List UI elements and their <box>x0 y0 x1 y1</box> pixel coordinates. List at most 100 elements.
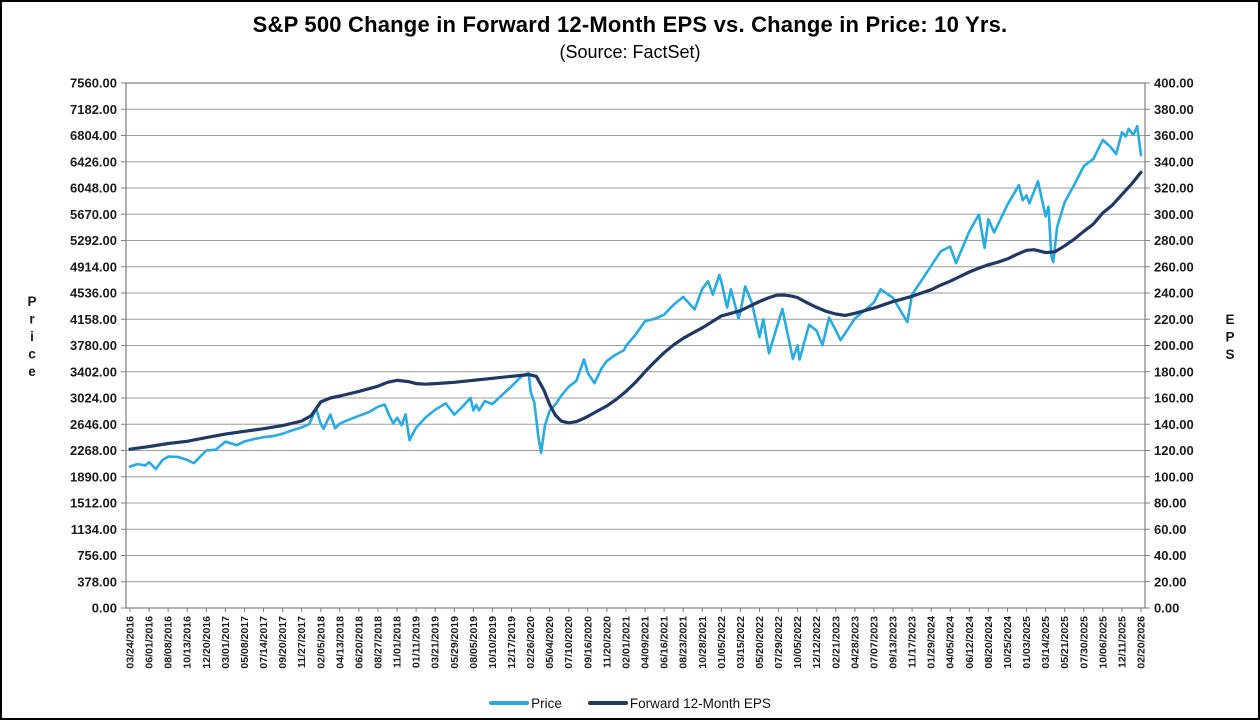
price-series-line <box>128 124 1143 471</box>
x-axis-tick-label: 02/20/2026 <box>1136 616 1148 669</box>
x-axis-tick-label: 07/10/2020 <box>563 616 575 669</box>
left-axis-title-letter: i <box>30 329 34 344</box>
forward-eps-series-line <box>128 170 1143 451</box>
x-axis-tick-label: 08/27/2018 <box>372 616 384 669</box>
x-axis-tick-label: 03/21/2019 <box>430 616 442 669</box>
right-axis-tick-label: 240.00 <box>1154 286 1194 301</box>
plot-border <box>125 82 1146 609</box>
x-axis-tick-label: 10/10/2019 <box>487 616 499 669</box>
left-axis-tick-label: 3402.00 <box>70 364 117 379</box>
chart-legend: Price Forward 12-Month EPS <box>2 693 1258 713</box>
x-axis-tick-label: 03/01/2017 <box>220 616 232 669</box>
left-axis-tick-label: 4536.00 <box>70 286 117 301</box>
x-axis-tick-label: 09/16/2020 <box>582 616 594 669</box>
left-axis-title-letter: r <box>29 312 35 327</box>
page-title: S&P 500 Change in Forward 12-Month EPS v… <box>252 12 1008 37</box>
x-axis-tick-label: 12/12/2022 <box>811 616 823 669</box>
x-axis-tick-label: 05/21/2025 <box>1059 616 1071 669</box>
left-axis-tick-label: 4158.00 <box>70 312 117 327</box>
legend-item-price: Price <box>489 696 562 711</box>
x-axis-tick-label: 10/28/2021 <box>697 616 709 669</box>
x-axis-tick-label: 11/01/2018 <box>392 616 404 668</box>
right-axis-tick-label: 180.00 <box>1154 364 1194 379</box>
left-axis-tick-label: 6804.00 <box>70 128 117 143</box>
left-axis-tick-label: 7560.00 <box>70 76 117 91</box>
right-axis-tick-label: 280.00 <box>1154 233 1194 248</box>
x-axis-tick-label: 05/29/2019 <box>449 616 461 669</box>
x-axis-tick-label: 02/21/2023 <box>830 616 842 669</box>
x-axis-tick-label: 06/01/2016 <box>144 616 156 669</box>
x-axis-tick-label: 11/17/2023 <box>907 616 919 668</box>
x-axis-tick-label: 08/20/2024 <box>983 616 995 669</box>
x-axis-tick-label: 01/11/2019 <box>411 616 423 668</box>
x-axis-tick-label: 07/14/2017 <box>258 616 270 669</box>
right-axis-tick-label: 340.00 <box>1154 154 1194 169</box>
x-axis-tick-label: 07/30/2025 <box>1078 616 1090 669</box>
left-axis-tick-label: 6048.00 <box>70 181 117 196</box>
x-axis-tick-label: 08/23/2021 <box>678 616 690 669</box>
x-axis-tick-label: 01/29/2024 <box>926 616 938 669</box>
x-axis-tick-label: 11/20/2020 <box>601 616 613 668</box>
x-axis-tick-label: 03/14/2025 <box>1040 616 1052 669</box>
x-axis-tick-label: 12/20/2016 <box>201 616 213 669</box>
left-axis-tick-label: 378.00 <box>77 574 117 589</box>
left-axis-title-letter: e <box>28 364 36 379</box>
right-axis-tick-label: 120.00 <box>1154 443 1194 458</box>
right-axis-tick-label: 40.00 <box>1154 548 1187 563</box>
x-axis-tick-label: 07/07/2023 <box>868 616 880 669</box>
left-axis-tick-label: 5670.00 <box>70 207 117 222</box>
right-axis-tick-label: 300.00 <box>1154 207 1194 222</box>
price-line-swatch <box>489 701 530 705</box>
left-axis-tick-label: 1890.00 <box>70 469 117 484</box>
x-axis-tick-label: 04/09/2021 <box>640 616 652 669</box>
x-axis-tick-label: 12/11/2025 <box>1116 616 1128 668</box>
x-axis-tick-label: 03/24/2016 <box>125 616 137 669</box>
left-axis-tick-label: 4914.00 <box>70 259 117 274</box>
x-axis-tick-label: 06/12/2024 <box>964 616 976 669</box>
page-subtitle: (Source: FactSet) <box>559 42 701 62</box>
x-axis-tick-label: 05/08/2017 <box>239 616 251 669</box>
x-axis-tick-label: 04/13/2018 <box>334 616 346 669</box>
right-axis-tick-label: 360.00 <box>1154 128 1194 143</box>
right-axis-tick-label: 260.00 <box>1154 259 1194 274</box>
x-axis-tick-label: 04/28/2023 <box>849 616 861 669</box>
legend-price-label: Price <box>531 695 562 711</box>
x-axis-tick-label: 08/05/2019 <box>468 616 480 669</box>
x-axis-tick-label: 10/13/2016 <box>182 616 194 669</box>
left-axis-tick-label: 1134.00 <box>71 522 117 537</box>
x-axis-tick-label: 12/17/2019 <box>506 616 518 669</box>
right-axis-tick-label: 200.00 <box>1154 338 1194 353</box>
left-axis-tick-label: 3780.00 <box>70 338 117 353</box>
left-axis-tick-label: 2268.00 <box>70 443 117 458</box>
right-axis-tick-label: 400.00 <box>1154 76 1194 91</box>
x-axis-tick-label: 05/04/2020 <box>544 616 556 669</box>
right-axis-tick-label: 320.00 <box>1154 181 1194 196</box>
left-axis-tick-label: 7182.00 <box>70 102 117 117</box>
right-axis-tick-label: 100.00 <box>1154 469 1194 484</box>
right-axis-tick-label: 80.00 <box>1154 496 1187 511</box>
left-axis-tick-label: 1512.00 <box>70 496 117 511</box>
left-axis-tick-label: 2646.00 <box>70 417 117 432</box>
x-axis-tick-label: 05/20/2022 <box>754 616 766 669</box>
x-axis-tick-label: 10/05/2022 <box>792 616 804 669</box>
x-axis-tick-label: 08/08/2016 <box>163 616 175 669</box>
legend-item-eps: Forward 12-Month EPS <box>587 695 771 711</box>
right-axis-tick-label: 380.00 <box>1154 102 1194 117</box>
right-axis-tick-label: 160.00 <box>1154 391 1194 406</box>
right-axis-tick-label: 60.00 <box>1154 522 1187 537</box>
x-axis-tick-label: 10/25/2024 <box>1002 616 1014 669</box>
right-axis-tick-label: 140.00 <box>1154 417 1194 432</box>
x-axis-tick-label: 02/05/2018 <box>315 616 327 669</box>
left-axis-tick-label: 5292.00 <box>70 233 117 248</box>
x-axis-tick-label: 10/06/2025 <box>1097 616 1109 669</box>
x-axis-tick-label: 06/20/2018 <box>353 616 365 669</box>
x-axis-tick-label: 01/05/2022 <box>716 616 728 669</box>
right-axis-title-letter: P <box>1225 330 1234 345</box>
legend-eps-label: Forward 12-Month EPS <box>629 695 771 711</box>
x-axis-tick-label: 03/15/2022 <box>735 616 747 669</box>
left-axis-tick-label: 6426.00 <box>70 154 117 169</box>
right-axis-title-letter: S <box>1225 347 1234 362</box>
right-axis-title-letter: E <box>1225 312 1234 327</box>
